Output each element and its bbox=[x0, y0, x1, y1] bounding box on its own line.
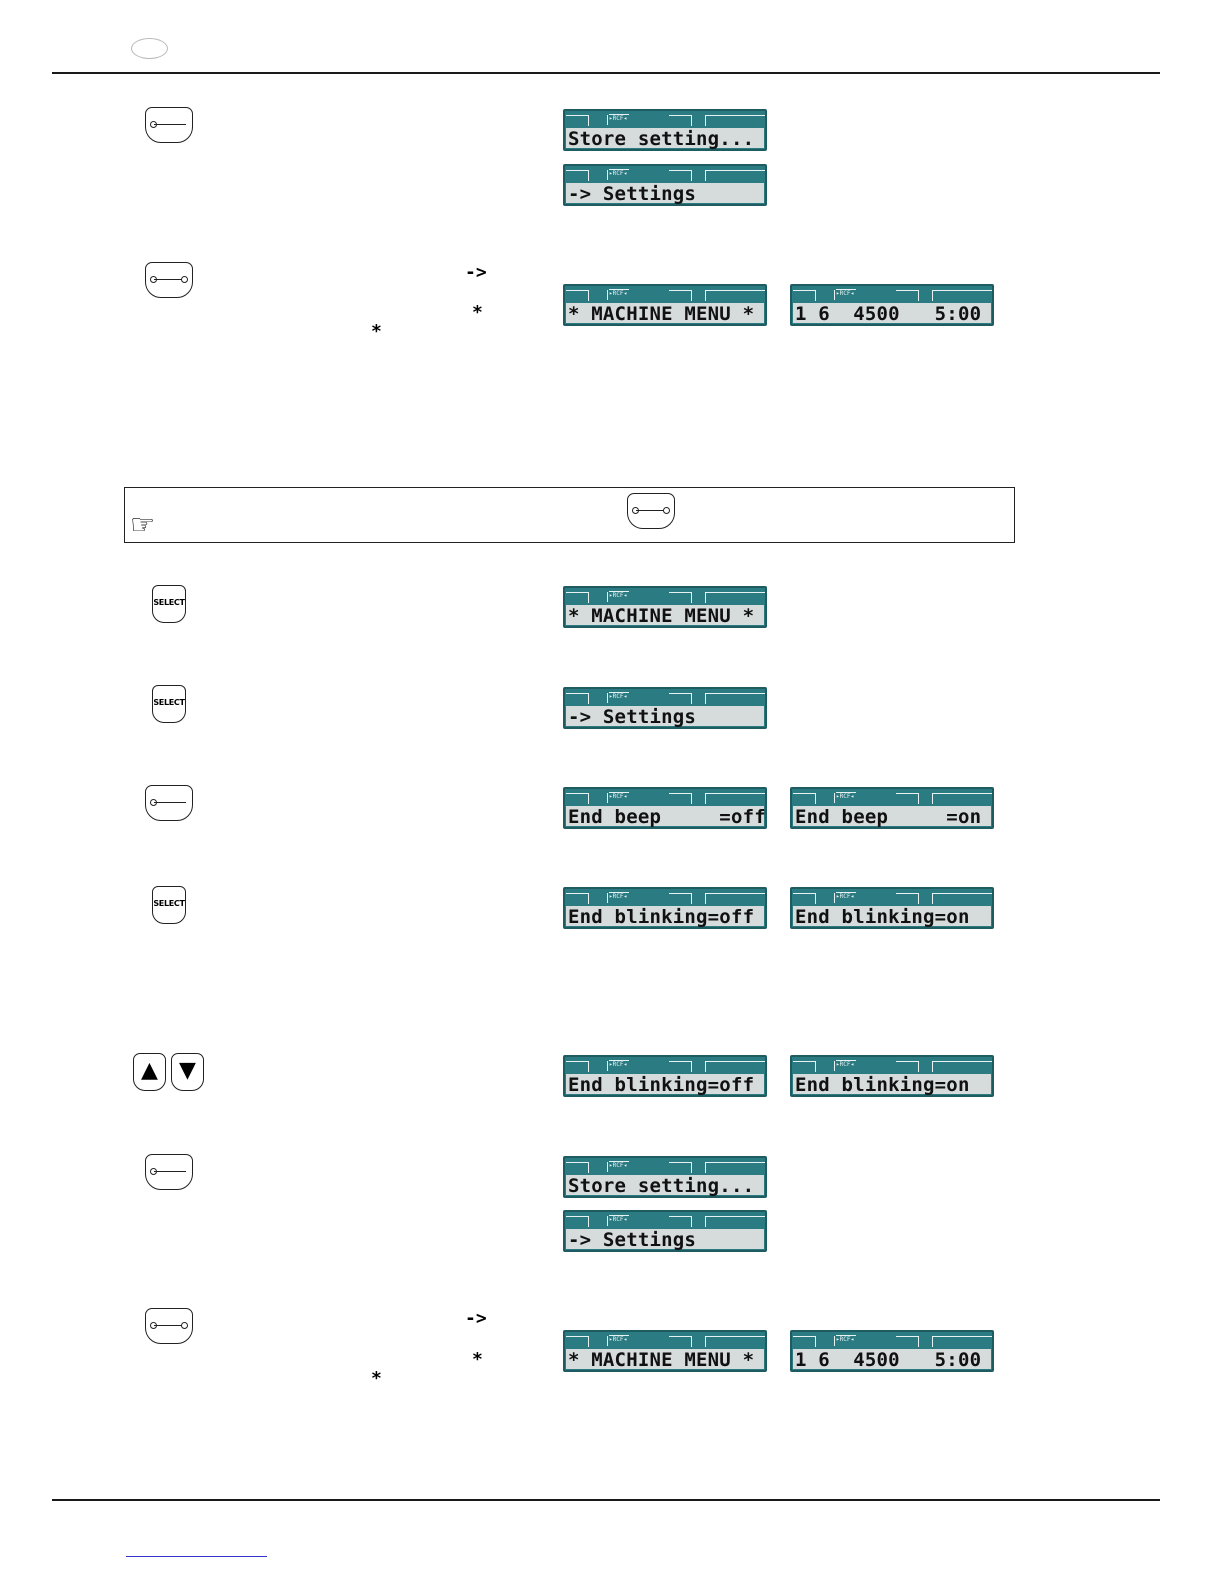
lcd-display-status: ▸RCF◂ 1 6 4500 5:00 bbox=[790, 1330, 994, 1372]
lcd-display-end-blinking-off: ▸RCF◂ End blinking=off bbox=[563, 887, 767, 929]
enter-button[interactable] bbox=[145, 107, 193, 143]
header-oval-logo bbox=[131, 38, 168, 59]
star-glyph: * bbox=[472, 1349, 483, 1370]
enter-button[interactable] bbox=[145, 1154, 193, 1190]
lcd-display-machine-menu: ▸RCF◂ * MACHINE MENU * bbox=[563, 586, 767, 628]
lcd-display-settings: ▸RCF◂ -> Settings bbox=[563, 1210, 767, 1252]
lcd-display-end-blinking-on: ▸RCF◂ End blinking=on bbox=[790, 1055, 994, 1097]
enter-long-button[interactable] bbox=[145, 1308, 193, 1344]
lcd-display-store-setting: ▸RCF◂ Store setting... bbox=[563, 109, 767, 151]
pointing-hand-icon: ☞ bbox=[130, 508, 156, 541]
arrow-glyph: -> bbox=[465, 262, 487, 283]
note-box bbox=[124, 487, 1015, 543]
lcd-display-end-beep-on: ▸RCF◂ End beep =on bbox=[790, 787, 994, 829]
enter-long-button[interactable] bbox=[627, 493, 675, 529]
lcd-display-settings: ▸RCF◂ -> Settings bbox=[563, 164, 767, 206]
lcd-display-machine-menu: ▸RCF◂ * MACHINE MENU * bbox=[563, 284, 767, 326]
lcd-display-settings: ▸RCF◂ -> Settings bbox=[563, 687, 767, 729]
star-glyph: * bbox=[371, 1368, 382, 1389]
star-glyph: * bbox=[472, 302, 483, 323]
footer-rule bbox=[52, 1499, 1160, 1501]
footer-link-underline[interactable] bbox=[126, 1556, 267, 1557]
up-arrow-button[interactable]: ▲ bbox=[133, 1053, 166, 1091]
down-arrow-button[interactable]: ▼ bbox=[171, 1053, 204, 1091]
lcd-display-store-setting: ▸RCF◂ Store setting... bbox=[563, 1156, 767, 1198]
select-button[interactable]: SELECT bbox=[152, 886, 186, 924]
lcd-display-status: ▸RCF◂ 1 6 4500 5:00 bbox=[790, 284, 994, 326]
header-rule bbox=[52, 72, 1160, 74]
enter-button[interactable] bbox=[145, 785, 193, 821]
lcd-display-end-blinking-off: ▸RCF◂ End blinking=off bbox=[563, 1055, 767, 1097]
lcd-display-end-beep-off: ▸RCF◂ End beep =off bbox=[563, 787, 767, 829]
star-glyph: * bbox=[371, 321, 382, 342]
arrow-glyph: -> bbox=[465, 1308, 487, 1329]
lcd-display-machine-menu: ▸RCF◂ * MACHINE MENU * bbox=[563, 1330, 767, 1372]
lcd-display-end-blinking-on: ▸RCF◂ End blinking=on bbox=[790, 887, 994, 929]
enter-long-button[interactable] bbox=[145, 262, 193, 298]
select-button[interactable]: SELECT bbox=[152, 685, 186, 723]
select-button[interactable]: SELECT bbox=[152, 585, 186, 623]
